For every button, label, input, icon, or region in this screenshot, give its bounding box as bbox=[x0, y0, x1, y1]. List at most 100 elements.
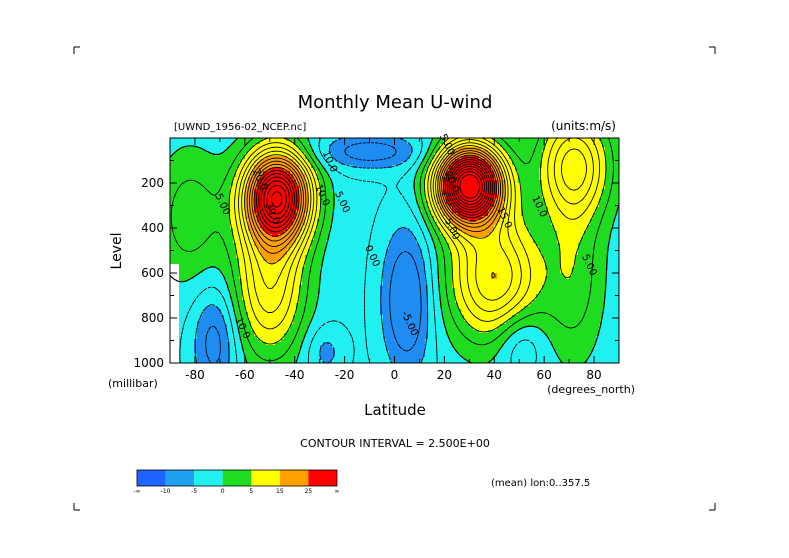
contour-cell bbox=[212, 174, 216, 178]
contour-cell bbox=[395, 195, 399, 199]
contour-cell bbox=[386, 225, 390, 229]
contour-cell bbox=[401, 144, 405, 148]
contour-cell bbox=[371, 183, 375, 187]
contour-cell bbox=[209, 141, 213, 145]
contour-cell bbox=[368, 225, 372, 229]
contour-cell bbox=[389, 177, 393, 181]
contour-cell bbox=[470, 186, 474, 190]
contour-cell bbox=[386, 228, 390, 232]
contour-cell bbox=[320, 168, 324, 172]
contour-cell bbox=[329, 189, 333, 193]
contour-cell bbox=[398, 195, 402, 199]
contour-cell bbox=[536, 159, 540, 163]
contour-cell bbox=[350, 168, 354, 172]
contour-cell bbox=[176, 162, 180, 166]
contour-cell bbox=[407, 195, 411, 199]
contour-cell bbox=[389, 228, 393, 232]
contour-cell bbox=[578, 231, 582, 235]
contour-cell bbox=[275, 195, 279, 199]
contour-cell bbox=[506, 147, 510, 151]
contour-cell bbox=[380, 150, 384, 154]
contour-cell bbox=[524, 216, 528, 220]
contour-cell bbox=[362, 204, 366, 208]
contour-cell bbox=[419, 204, 423, 208]
contour-cell bbox=[557, 168, 561, 172]
contour-cell bbox=[185, 228, 189, 232]
contour-cell bbox=[422, 150, 426, 154]
contour-cell bbox=[563, 222, 567, 226]
contour-cell bbox=[509, 150, 513, 154]
contour-cell bbox=[488, 228, 492, 232]
contour-cell bbox=[392, 228, 396, 232]
contour-cell bbox=[521, 138, 525, 142]
contour-cell bbox=[203, 201, 207, 205]
contour-cell bbox=[368, 144, 372, 148]
contour-cell bbox=[587, 162, 591, 166]
contour-cell bbox=[542, 168, 546, 172]
contour-cell bbox=[236, 237, 240, 241]
contour-cell bbox=[179, 153, 183, 157]
contour-cell bbox=[530, 162, 534, 166]
contour-cell bbox=[608, 177, 612, 181]
contour-cell bbox=[215, 150, 219, 154]
contour-cell bbox=[275, 138, 279, 142]
contour-cell bbox=[359, 195, 363, 199]
contour-cell bbox=[221, 225, 225, 229]
contour-cell bbox=[350, 228, 354, 232]
contour-cell bbox=[596, 213, 600, 217]
contour-cell bbox=[200, 219, 204, 223]
contour-cell bbox=[401, 216, 405, 220]
contour-cell bbox=[569, 231, 573, 235]
contour-cell bbox=[470, 183, 474, 187]
contour-cell bbox=[602, 195, 606, 199]
contour-cell bbox=[275, 198, 279, 202]
contour-cell bbox=[395, 138, 399, 142]
contour-cell bbox=[170, 150, 174, 154]
contour-cell bbox=[578, 141, 582, 145]
contour-cell bbox=[563, 192, 567, 196]
contour-cell bbox=[344, 177, 348, 181]
contour-cell bbox=[464, 177, 468, 181]
contour-cell bbox=[386, 150, 390, 154]
contour-cell bbox=[608, 174, 612, 178]
contour-cell bbox=[602, 168, 606, 172]
contour-cell bbox=[209, 204, 213, 208]
contour-cell bbox=[179, 150, 183, 154]
contour-cell bbox=[518, 153, 522, 157]
contour-cell bbox=[359, 219, 363, 223]
contour-cell bbox=[536, 165, 540, 169]
contour-cell bbox=[380, 219, 384, 223]
contour-cell bbox=[593, 225, 597, 229]
contour-cell bbox=[200, 189, 204, 193]
contour-cell bbox=[374, 204, 378, 208]
contour-cell bbox=[335, 219, 339, 223]
contour-cell bbox=[209, 219, 213, 223]
contour-cell bbox=[380, 156, 384, 160]
contour-cell bbox=[401, 183, 405, 187]
contour-cell bbox=[572, 222, 576, 226]
contour-cell bbox=[398, 213, 402, 217]
contour-cell bbox=[548, 222, 552, 226]
contour-cell bbox=[542, 231, 546, 235]
contour-cell bbox=[389, 150, 393, 154]
contour-cell bbox=[599, 186, 603, 190]
contour-cell bbox=[173, 183, 177, 187]
contour-cell bbox=[377, 192, 381, 196]
contour-cell bbox=[533, 159, 537, 163]
contour-cell bbox=[395, 222, 399, 226]
contour-cell bbox=[524, 210, 528, 214]
contour-cell bbox=[575, 207, 579, 211]
contour-cell bbox=[365, 213, 369, 217]
contour-cell bbox=[365, 183, 369, 187]
contour-cell bbox=[239, 138, 243, 142]
contour-cell bbox=[344, 228, 348, 232]
contour-cell bbox=[353, 153, 357, 157]
contour-cell bbox=[533, 216, 537, 220]
contour-cell bbox=[605, 231, 609, 235]
contour-cell bbox=[233, 183, 237, 187]
contour-cell bbox=[518, 222, 522, 226]
contour-cell bbox=[584, 222, 588, 226]
contour-cell bbox=[179, 231, 183, 235]
contour-cell bbox=[212, 180, 216, 184]
contour-cell bbox=[548, 198, 552, 202]
